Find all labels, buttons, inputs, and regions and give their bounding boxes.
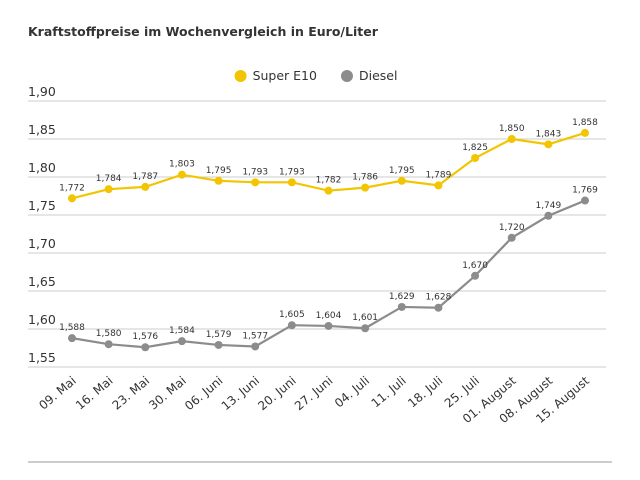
data-point xyxy=(141,182,150,191)
data-label: 1,795 xyxy=(389,166,415,176)
data-point xyxy=(471,271,480,280)
x-tick-label: 20. Juni xyxy=(255,374,298,414)
data-label: 1,720 xyxy=(499,223,525,233)
data-point xyxy=(397,302,406,311)
x-tick-label: 16. Mai xyxy=(73,374,116,413)
data-point xyxy=(287,321,296,330)
data-label: 1,850 xyxy=(499,124,525,134)
data-label: 1,670 xyxy=(462,261,488,271)
data-point xyxy=(324,186,333,195)
y-tick-label: 1,60 xyxy=(28,312,56,327)
data-point xyxy=(68,334,76,343)
data-point xyxy=(177,337,186,346)
x-tick-label: 09. Mai xyxy=(36,374,79,413)
data-label: 1,749 xyxy=(535,201,561,211)
data-label: 1,584 xyxy=(169,326,195,336)
legend-label: Super E10 xyxy=(253,68,317,83)
data-label: 1,605 xyxy=(279,310,305,320)
data-point xyxy=(68,194,76,203)
data-label: 1,793 xyxy=(279,167,305,177)
data-label: 1,784 xyxy=(96,174,122,184)
data-label: 1,588 xyxy=(59,323,85,333)
chart-title: Kraftstoffpreise im Wochenvergleich in E… xyxy=(28,24,379,39)
data-point xyxy=(104,340,113,349)
data-label: 1,629 xyxy=(389,292,415,302)
data-label: 1,576 xyxy=(132,332,158,342)
legend-marker xyxy=(234,70,247,82)
data-label: 1,579 xyxy=(206,330,232,340)
legend-label: Diesel xyxy=(359,68,397,83)
data-point xyxy=(507,135,516,143)
x-tick-label: 18. Juli xyxy=(405,374,445,411)
data-label: 1,628 xyxy=(426,293,452,303)
data-point xyxy=(251,342,260,351)
data-label: 1,795 xyxy=(206,166,232,176)
data-point xyxy=(544,140,553,149)
data-label: 1,786 xyxy=(352,173,378,183)
data-label: 1,580 xyxy=(96,329,122,339)
y-tick-label: 1,55 xyxy=(28,350,56,365)
x-tick-label: 11. Juli xyxy=(369,374,409,411)
data-point xyxy=(397,176,406,185)
y-tick-label: 1,90 xyxy=(28,84,56,99)
x-tick-label: 30. Mai xyxy=(146,374,189,413)
x-tick-label: 04. Juli xyxy=(332,374,372,411)
data-point xyxy=(214,176,223,185)
data-label: 1,769 xyxy=(572,186,598,196)
data-point xyxy=(324,321,333,330)
data-label: 1,601 xyxy=(352,313,378,323)
data-label: 1,803 xyxy=(169,160,195,170)
x-tick-label: 27. Juni xyxy=(292,374,335,414)
data-point xyxy=(287,178,296,187)
y-tick-label: 1,80 xyxy=(28,160,56,175)
data-point xyxy=(251,178,260,187)
y-tick-label: 1,70 xyxy=(28,236,56,251)
data-label: 1,843 xyxy=(535,129,561,139)
data-point xyxy=(434,303,443,312)
data-point xyxy=(471,154,480,162)
y-tick-label: 1,75 xyxy=(28,198,56,213)
y-tick-label: 1,85 xyxy=(28,122,56,137)
data-point xyxy=(361,183,370,192)
data-label: 1,782 xyxy=(316,176,342,186)
data-point xyxy=(141,343,150,352)
x-tick-label: 06. Juni xyxy=(182,374,225,414)
data-point xyxy=(544,211,553,220)
y-tick-label: 1,65 xyxy=(28,274,56,289)
x-tick-label: 23. Mai xyxy=(110,374,153,413)
data-point xyxy=(104,185,113,194)
data-label: 1,858 xyxy=(572,118,598,128)
data-point xyxy=(507,233,516,242)
data-label: 1,604 xyxy=(316,311,342,321)
data-point xyxy=(361,324,370,333)
data-point xyxy=(177,170,186,179)
legend-marker xyxy=(340,70,353,82)
data-label: 1,793 xyxy=(242,167,268,177)
x-tick-label: 13. Juni xyxy=(219,374,262,414)
data-label: 1,787 xyxy=(132,172,158,182)
data-label: 1,772 xyxy=(59,183,85,193)
data-label: 1,577 xyxy=(242,331,268,341)
data-point xyxy=(214,340,223,349)
data-point xyxy=(581,128,589,137)
data-point xyxy=(581,196,589,205)
data-point xyxy=(434,181,443,190)
data-label: 1,825 xyxy=(462,143,488,153)
data-label: 1,789 xyxy=(426,170,452,180)
